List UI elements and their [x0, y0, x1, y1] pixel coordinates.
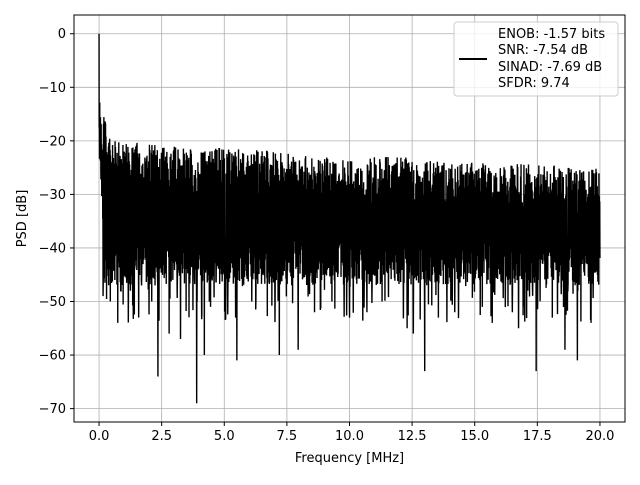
x-tick-label: 5.0	[214, 429, 235, 444]
x-tick-label: 7.5	[277, 429, 298, 444]
y-tick-label: −50	[39, 295, 66, 310]
y-tick-label: −20	[39, 134, 66, 149]
legend: ENOB: -1.57 bits SNR: -7.54 dB SINAD: -7…	[453, 21, 619, 97]
x-axis-label: Frequency [MHz]	[295, 451, 404, 466]
y-tick-label: 0	[58, 27, 66, 42]
y-tick-label: −30	[39, 188, 66, 203]
y-axis-label: PSD [dB]	[15, 190, 30, 248]
x-tick-label: 15.0	[460, 429, 489, 444]
psd-series-line	[98, 33, 601, 404]
ticks: 0.0 2.5 5.0 7.5 10.0 12.5 15.0 17.5 20.0 0 −10 −20 −…	[39, 27, 615, 444]
x-tick-label: 17.5	[523, 429, 552, 444]
legend-enob: ENOB: -1.57 bits	[498, 27, 605, 42]
legend-box	[453, 21, 619, 97]
plot-area	[98, 33, 601, 404]
x-tick-label: 20.0	[585, 429, 614, 444]
legend-sinad: SINAD: -7.69 dB	[498, 60, 602, 75]
y-tick-label: −10	[39, 81, 66, 96]
x-tick-label: 0.0	[89, 429, 110, 444]
x-tick-label: 12.5	[398, 429, 427, 444]
legend-sfdr: SFDR: 9.74	[498, 76, 570, 91]
y-tick-label: −60	[39, 349, 66, 364]
legend-snr: SNR: -7.54 dB	[498, 43, 588, 58]
y-tick-label: −70	[39, 402, 66, 417]
x-tick-label: 2.5	[151, 429, 172, 444]
y-tick-label: −40	[39, 241, 66, 256]
x-tick-label: 10.0	[335, 429, 364, 444]
